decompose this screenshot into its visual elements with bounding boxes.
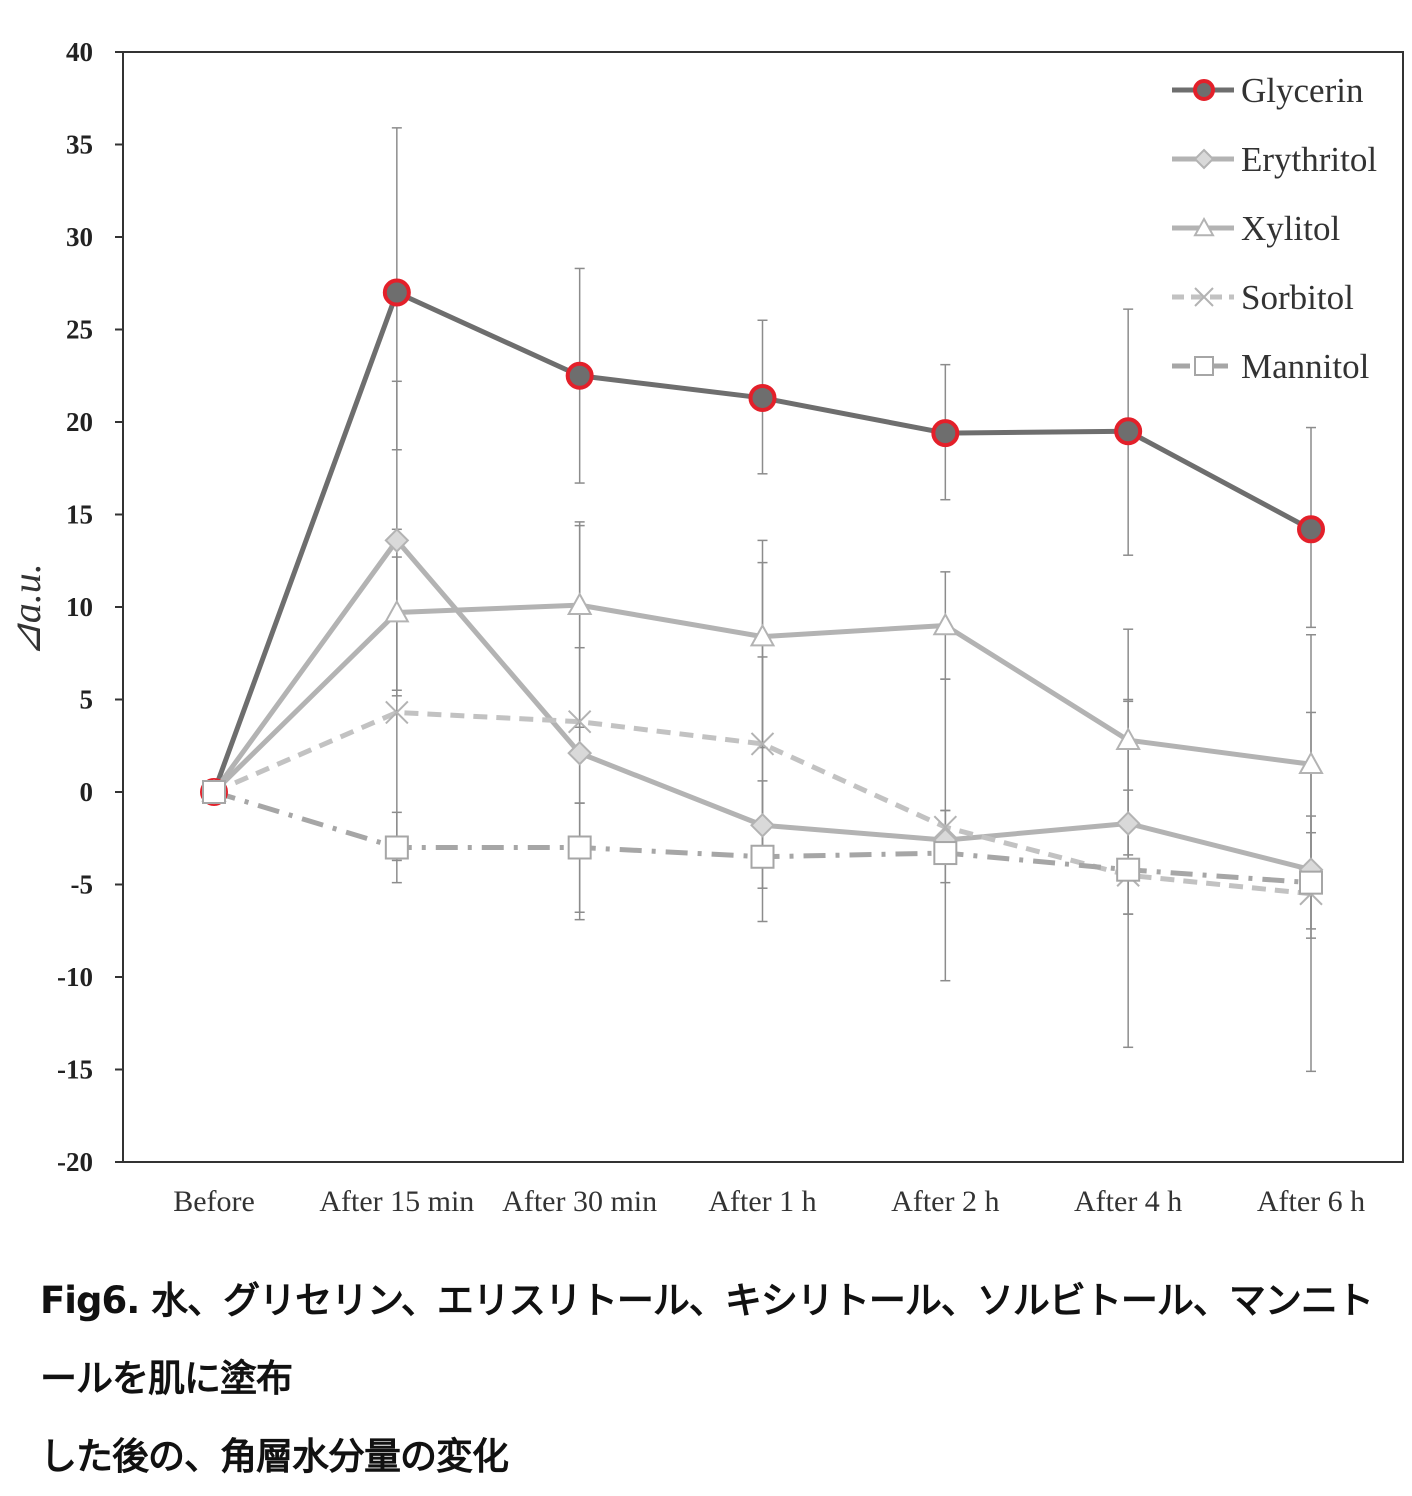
mannitol-point [1299,870,1323,895]
legend-xylitol-marker [1193,216,1215,237]
x-category-label: After 4 h [1074,1185,1182,1218]
y-tick-label: -15 [57,1055,93,1085]
y-tick-label: 25 [66,315,93,345]
y-tick-label: 35 [66,130,93,160]
sorbitol-point [750,732,775,756]
x-category-label: After 6 h [1257,1185,1365,1218]
line-chart: 40 35 30 25 20 15 10 5 0 -5 -10 -15 -20 Before After … [4,37,1404,1218]
y-tick-label: 5 [80,685,94,715]
y-tick-label: 30 [66,222,93,252]
xylitol-point [384,599,410,623]
mannitol-point [384,835,409,860]
y-tick-label: 10 [66,592,93,622]
legend-mannitol-label: Mannitol [1241,347,1370,386]
erythritol-point [567,740,593,766]
legend-glycerin-label: Glycerin [1241,71,1363,110]
y-axis-label: ⊿a.u. [4,563,49,657]
glycerin-point [748,383,777,412]
sorbitol-point [567,709,592,734]
y-tick-label: -20 [57,1147,93,1177]
mannitol-point [567,835,592,860]
xylitol-point [932,612,959,636]
x-category-label: Before [173,1185,255,1218]
xylitol-point [566,592,593,615]
y-tick-label: 20 [66,407,93,437]
erythritol-point [1115,811,1141,836]
legend-sorbitol-label: Sorbitol [1241,278,1354,317]
figure-caption: Fig6. 水、グリセリン、エリスリトール、キシリトール、ソルビトール、マンニト… [40,1262,1390,1496]
mannitol-point [1116,857,1141,882]
xylitol-point [1298,751,1324,775]
x-category-label: After 30 min [502,1185,657,1218]
legend-sorbitol-marker [1194,287,1214,307]
sorbitol-point [933,815,958,839]
y-tick-label: 15 [66,500,93,530]
legend-erythritol-marker [1193,148,1215,170]
x-category-label: After 1 h [708,1185,816,1218]
mannitol-point [933,841,958,866]
legend-xylitol-label: Xylitol [1241,209,1340,248]
caption-line-1: Fig6. 水、グリセリン、エリスリトール、キシリトール、ソルビトール、マンニト… [40,1279,1374,1400]
glycerin-point [1114,417,1143,446]
glycerin-point [931,419,960,448]
sorbitol-point [385,700,409,725]
mannitol-point [202,780,226,804]
y-tick-label: 0 [80,777,94,807]
caption-line-2: した後の、角層水分量の変化 [40,1435,509,1478]
legend-erythritol-label: Erythritol [1241,140,1377,179]
glycerin-point [382,278,411,307]
legend-glycerin-marker [1193,79,1215,101]
glycerin-point [1297,515,1325,544]
y-tick-label: -5 [71,870,94,900]
erythritol-point [750,812,775,838]
y-tick-label: -10 [57,962,93,992]
x-category-label: After 15 min [319,1185,474,1218]
y-tick-label: 40 [66,37,93,67]
erythritol-point [384,527,410,553]
mannitol-point [750,844,775,869]
xylitol-point [749,623,776,647]
xylitol-point [1115,727,1141,750]
x-category-label: After 2 h [891,1185,999,1218]
legend-mannitol-marker [1194,356,1214,376]
glycerin-point [565,361,594,390]
